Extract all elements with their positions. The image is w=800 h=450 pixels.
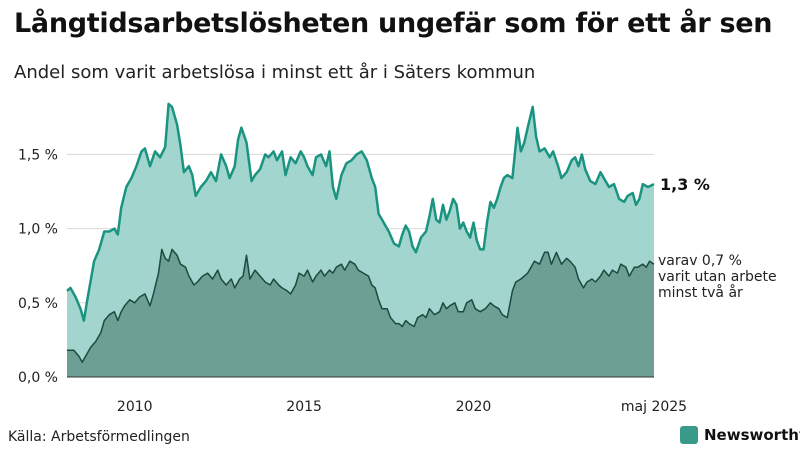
y-tick-label: 1,5 % [18, 147, 58, 163]
area-chart: 0,0 % 0,5 % 1,0 % 1,5 % 2010 2015 2020 maj 2025… [18, 102, 777, 415]
x-tick-label: 2010 [117, 399, 153, 415]
sub-line [67, 248, 655, 363]
total-end-label: 1,3 % [660, 175, 710, 194]
newsworthy-icon [680, 426, 698, 444]
series-areas [66, 102, 655, 378]
x-tick-label: 2020 [456, 399, 492, 415]
x-tick-label: 2015 [286, 399, 322, 415]
chart-subtitle: Andel som varit arbetslösa i minst ett å… [14, 62, 536, 83]
y-tick-label: 0,5 % [18, 296, 58, 312]
sub-area [67, 249, 654, 377]
sub-end-label-line: minst två år [658, 284, 743, 301]
chart-title: Långtidsarbetslösheten ungefär som för e… [14, 8, 773, 39]
y-tick-label: 0,0 % [18, 370, 58, 386]
total-line [66, 102, 655, 322]
sub-end-label-line: varit utan arbete [658, 269, 777, 285]
sub-end-label-line: varav 0,7 % [658, 253, 742, 269]
brand-logo: Newsworthy [680, 426, 800, 444]
brand-name: Newsworthy [704, 426, 800, 444]
y-tick-label: 1,0 % [18, 222, 58, 238]
source-note: Källa: Arbetsförmedlingen [8, 429, 190, 445]
axes: 0,0 % 0,5 % 1,0 % 1,5 % 2010 2015 2020 maj 2025 [18, 147, 687, 415]
x-tick-label: maj 2025 [621, 399, 687, 415]
